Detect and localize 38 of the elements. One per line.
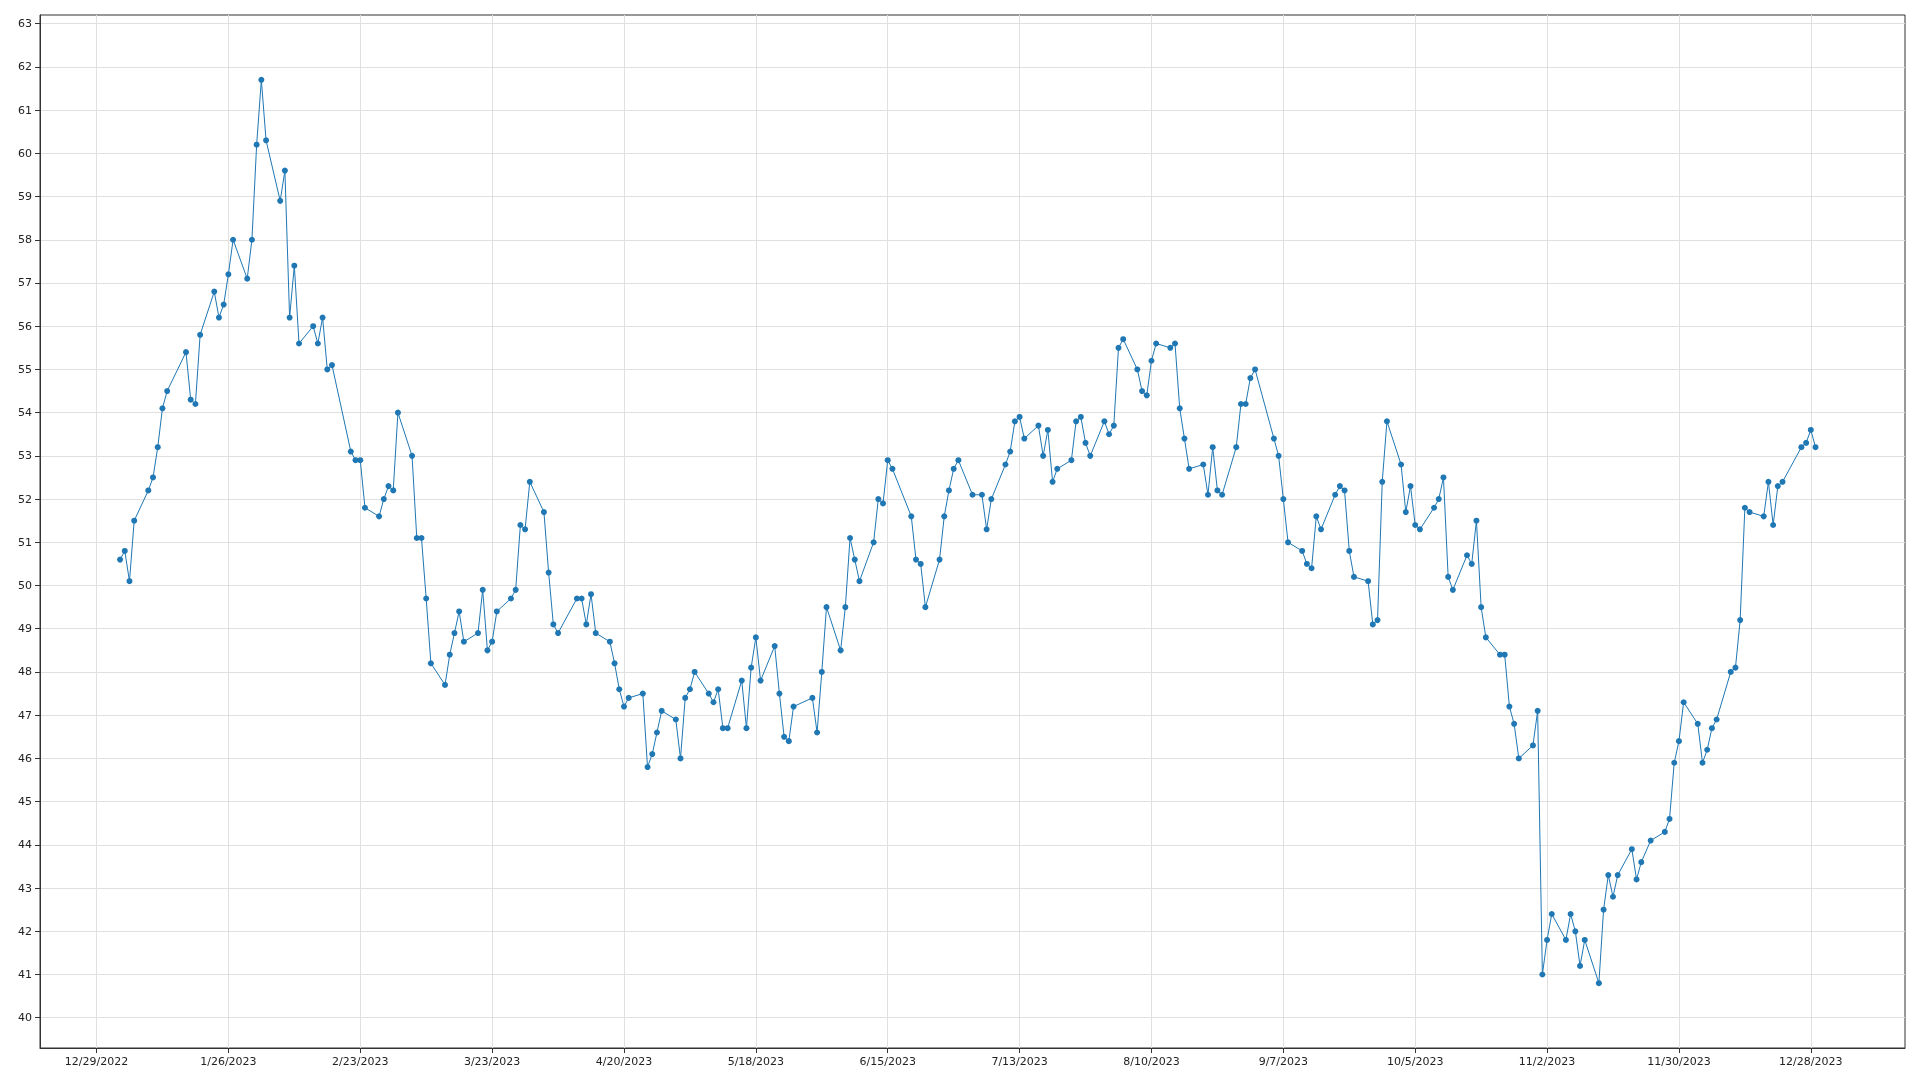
- x-tick-label: 2/23/2023: [332, 1055, 389, 1068]
- x-tick-label: 3/23/2023: [463, 1055, 521, 1068]
- y-tick-label: 58: [18, 233, 32, 247]
- x-tick-label: 8/10/2023: [1123, 1055, 1180, 1068]
- y-tick-label: 52: [18, 492, 32, 506]
- x-tick-label: 12/28/2023: [1779, 1055, 1843, 1068]
- y-tick-label: 47: [18, 708, 32, 722]
- x-tick-label: 6/15/2023: [859, 1055, 916, 1068]
- x-tick-label: 11/2/2023: [1518, 1055, 1576, 1068]
- x-tick-label: 4/20/2023: [595, 1055, 653, 1068]
- y-tick-label: 45: [18, 795, 32, 809]
- y-tick-label: 41: [18, 968, 32, 982]
- y-tick-label: 62: [18, 60, 32, 74]
- y-tick-label: 60: [18, 146, 32, 160]
- x-tick-label: 7/13/2023: [991, 1055, 1048, 1068]
- x-tick-label: 10/5/2023: [1387, 1055, 1444, 1068]
- x-tick-label: 1/26/2023: [200, 1055, 257, 1068]
- y-tick-label: 49: [18, 622, 32, 636]
- y-tick-label: 50: [18, 579, 32, 593]
- y-tick-label: 42: [18, 924, 32, 938]
- y-tick-label: 54: [18, 406, 32, 420]
- y-tick-label: 55: [18, 362, 32, 376]
- y-tick-label: 51: [18, 535, 32, 549]
- x-tick-label: 11/30/2023: [1647, 1055, 1711, 1068]
- y-tick-label: 46: [18, 751, 32, 765]
- y-tick-label: 56: [18, 319, 32, 333]
- y-tick-label: 43: [18, 881, 32, 895]
- y-tick-label: 61: [18, 103, 32, 117]
- y-tick-label: 48: [18, 665, 32, 679]
- y-tick-label: 40: [18, 1011, 32, 1025]
- y-tick-label: 59: [18, 190, 32, 204]
- x-tick-label: 12/29/2022: [64, 1055, 129, 1068]
- y-tick-label: 53: [18, 449, 32, 463]
- x-tick-label: 5/18/2023: [727, 1055, 785, 1068]
- y-tick-label: 57: [18, 276, 32, 290]
- y-tick-label: 44: [18, 838, 32, 852]
- y-tick-label: 63: [18, 17, 32, 31]
- x-tick-label: 9/7/2023: [1258, 1055, 1309, 1068]
